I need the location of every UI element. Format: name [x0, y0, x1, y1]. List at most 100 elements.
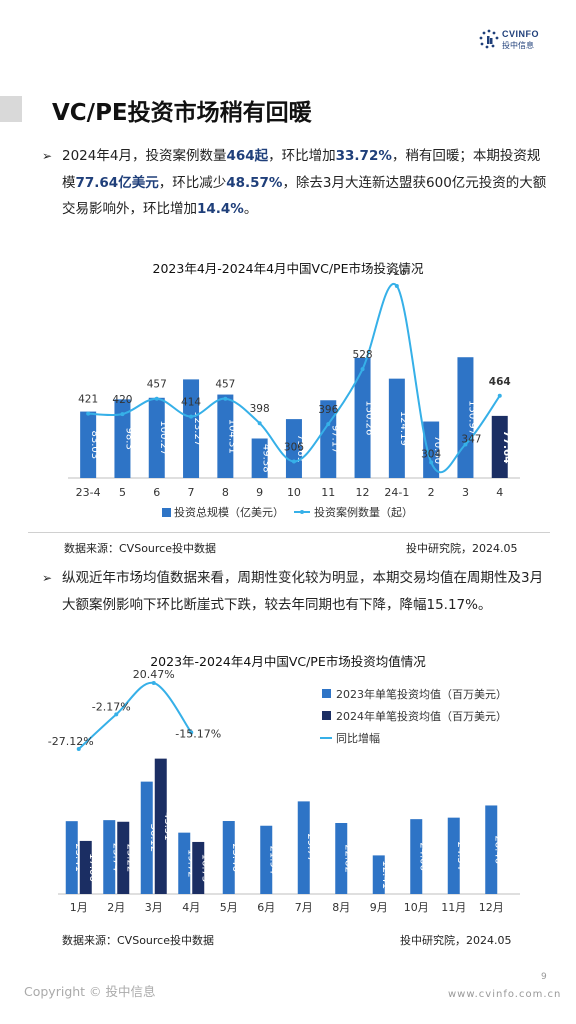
chart2-bar-2023-label: 19.72 [185, 849, 196, 878]
chart2-legend-2024-swatch [322, 711, 331, 720]
chart2-bar-2023-label: 21.94 [267, 846, 278, 875]
chart1-bar-label: 100.27 [158, 420, 169, 455]
chart2-bar-2023 [372, 855, 385, 894]
chart1-research-credit: 投中研究院，2024.05 [406, 542, 518, 555]
chart1-bar-label: 77.64 [501, 430, 513, 463]
chart1-count-point [326, 422, 331, 427]
chart1-count-point [394, 284, 399, 288]
highlight-deal-count: 464起 [226, 148, 269, 164]
chart1-bar-label: 150.97 [466, 400, 477, 435]
chart1-source: 数据来源：CVSource投中数据 [64, 542, 216, 555]
chart1-bar-label: 83.03 [89, 430, 100, 459]
chart1-count-point [154, 396, 159, 401]
chart1-count-label: 421 [78, 394, 98, 406]
chart2-bar-2024 [154, 758, 167, 894]
chart2-bar-2023 [222, 821, 235, 894]
chart2-bar-2023-label: 23.46 [230, 843, 241, 872]
chart2-bar-2023-label: 28.46 [492, 835, 503, 864]
highlight-adjusted-growth: 14.4% [197, 201, 244, 217]
chart2-growth-label: -27.12% [48, 735, 94, 748]
chart2-bar-2023 [140, 781, 153, 894]
chart2-bar-2023-label: 29.77 [305, 833, 316, 862]
page-number: 9 [541, 972, 547, 982]
chart1-x-tick-label: 10 [287, 486, 301, 499]
cvinfo-logo-icon [479, 29, 499, 49]
chart1-x-tick-label: 4 [496, 486, 503, 499]
chart2-x-tick-label: 7月 [295, 901, 313, 914]
chart1-bar-label: 123.27 [192, 411, 203, 446]
chart1-count-point [257, 421, 262, 426]
chart2-x-tick-label: 1月 [70, 901, 88, 914]
chart1-count-label: 528 [353, 349, 373, 361]
bullet-arrow-icon: ➢ [42, 571, 53, 585]
chart1-x-tick-label: 11 [321, 486, 335, 499]
chart1-bar-label: 150.26 [364, 400, 375, 435]
chart1-x-tick-label: 9 [256, 486, 263, 499]
chart1-bar [491, 415, 508, 478]
chart1-count-label: 728 [387, 270, 407, 278]
chart2-bar-2023 [335, 823, 348, 894]
chart2-x-tick-label: 5月 [220, 901, 238, 914]
chart2-legend-2023-label: 2023年单笔投资均值（百万美元） [336, 687, 507, 701]
chart1-count-label: 396 [318, 404, 338, 416]
chart1-count-label: 304 [421, 448, 441, 460]
chart1-count-point [360, 367, 365, 372]
chart1-x-tick-label: 23-4 [76, 486, 101, 499]
chart2-growth-label: -15.17% [175, 727, 221, 740]
chart1-bar [388, 378, 405, 478]
chart1-x-tick-label: 2 [428, 486, 435, 499]
chart1-bar-label: 49.38 [261, 444, 272, 473]
chart2-bar-2023 [65, 821, 78, 894]
chart2-bar-2024 [117, 821, 130, 894]
chart1-count-point [463, 442, 468, 447]
chart1-bar [183, 379, 200, 478]
chart2-legend-2023-swatch [322, 689, 331, 698]
chart2-bar-2024-label: 16.73 [199, 854, 210, 883]
chart1-count-point [86, 411, 91, 416]
chart1-bar [354, 357, 371, 478]
chart1-count-label: 420 [112, 394, 132, 406]
chart1-bar [423, 421, 440, 478]
chart2-source: 数据来源：CVSource投中数据 [62, 934, 214, 947]
highlight-count-growth: 33.72% [335, 148, 392, 164]
chart1-count-label: 398 [250, 403, 270, 415]
chart2-x-tick-label: 3月 [145, 901, 163, 914]
chart2-x-tick-label: 8月 [332, 901, 350, 914]
chart1-x-tick-label: 6 [153, 486, 160, 499]
chart2-bar-2023-label: 24.54 [455, 842, 466, 871]
chart1-legend-line-point [300, 510, 304, 514]
chart2-bar-2023 [260, 825, 273, 894]
chart1-count-point [223, 396, 228, 401]
chart1-bar [217, 394, 234, 478]
chart1-x-tick-label: 24-1 [384, 486, 409, 499]
chart1-count-point [291, 459, 296, 464]
title-accent-block [0, 96, 22, 122]
page-title: VC/PE投资市场稍有回暖 [52, 100, 312, 126]
cvinfo-logo: CVINFO 投中信息 [478, 26, 548, 54]
chart1-vc-pe-investment: 83.03 23-4 98.3 5 100.27 6 123.27 7 104.31 8 49.38… [68, 270, 520, 519]
chart2-research-credit: 投中研究院，2024.05 [400, 934, 512, 947]
chart2-growth-label: -2.17% [92, 700, 131, 713]
chart1-count-point [189, 414, 194, 419]
highlight-deal-size: 77.64亿美元 [75, 174, 159, 191]
chart1-count-label: 414 [181, 397, 201, 409]
chart1-bar [80, 411, 97, 478]
bullet-arrow-icon: ➢ [42, 149, 53, 163]
chart2-bar-2024-label: 43.51 [162, 812, 173, 841]
chart2-x-tick-label: 9月 [370, 901, 388, 914]
chart1-x-tick-label: 5 [119, 486, 126, 499]
chart1-x-tick-label: 8 [222, 486, 229, 499]
chart1-bar [114, 399, 131, 478]
chart1-bar-label: 73.61 [295, 434, 306, 463]
chart2-title: 2023年-2024年4月中国VC/PE市场投资均值情况 [150, 654, 426, 669]
chart1-legend-line-label: 投资案例数量（起） [314, 505, 413, 519]
chart1-bar [285, 419, 302, 478]
chart2-bar-2023 [447, 817, 460, 894]
chart1-count-point [497, 393, 502, 398]
average-paragraph: ➢ 纵观近年市场均值数据来看，周期性变化较为明显，本期交易均值在周期性及3月大额… [42, 565, 552, 618]
logo-text: CVINFO [502, 29, 540, 39]
chart2-bar-2024 [79, 840, 92, 894]
footer-copyright: Copyright © 投中信息 [24, 984, 156, 999]
chart2-bar-2023 [485, 805, 498, 894]
chart2-bar-2024-label: 23.22 [124, 844, 135, 873]
